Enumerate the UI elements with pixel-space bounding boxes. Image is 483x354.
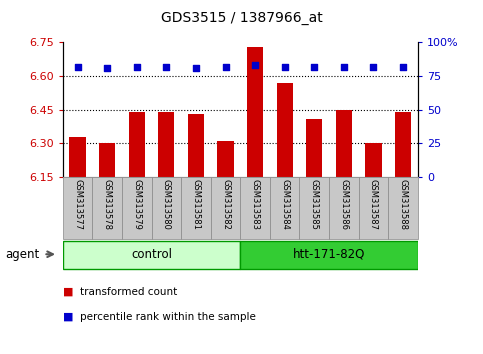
Text: htt-171-82Q: htt-171-82Q: [293, 248, 365, 261]
Bar: [241, 241, 418, 269]
Point: [311, 64, 318, 69]
Point: [369, 64, 377, 69]
Bar: [365, 143, 382, 177]
Point: [74, 64, 82, 69]
Point: [133, 64, 141, 69]
Bar: [63, 177, 92, 239]
Bar: [277, 83, 293, 177]
Bar: [336, 110, 352, 177]
Bar: [395, 112, 411, 177]
Bar: [270, 177, 299, 239]
Point: [399, 64, 407, 69]
Bar: [152, 177, 181, 239]
Bar: [247, 47, 263, 177]
Bar: [241, 177, 270, 239]
Text: ■: ■: [63, 312, 73, 322]
Point: [103, 65, 111, 71]
Bar: [122, 177, 152, 239]
Bar: [181, 177, 211, 239]
Text: GSM313585: GSM313585: [310, 179, 319, 230]
Text: GSM313581: GSM313581: [191, 179, 200, 230]
Bar: [211, 177, 241, 239]
Bar: [70, 137, 85, 177]
Bar: [358, 177, 388, 239]
Text: control: control: [131, 248, 172, 261]
Text: agent: agent: [5, 248, 39, 261]
Bar: [188, 114, 204, 177]
Bar: [388, 177, 418, 239]
Text: GSM313580: GSM313580: [162, 179, 171, 230]
Bar: [63, 241, 241, 269]
Point: [162, 64, 170, 69]
Point: [340, 64, 348, 69]
Bar: [329, 177, 358, 239]
Text: ■: ■: [63, 287, 73, 297]
Point: [222, 64, 229, 69]
Text: GSM313588: GSM313588: [398, 179, 408, 230]
Text: GSM313577: GSM313577: [73, 179, 82, 230]
Bar: [217, 141, 234, 177]
Text: percentile rank within the sample: percentile rank within the sample: [80, 312, 256, 322]
Text: transformed count: transformed count: [80, 287, 177, 297]
Text: GSM313586: GSM313586: [340, 179, 348, 230]
Bar: [306, 119, 322, 177]
Text: GSM313579: GSM313579: [132, 179, 141, 230]
Bar: [158, 112, 174, 177]
Bar: [92, 177, 122, 239]
Text: GSM313583: GSM313583: [251, 179, 259, 230]
Text: GDS3515 / 1387966_at: GDS3515 / 1387966_at: [161, 11, 322, 25]
Bar: [128, 112, 145, 177]
Point: [281, 64, 288, 69]
Text: GSM313582: GSM313582: [221, 179, 230, 230]
Text: GSM313578: GSM313578: [103, 179, 112, 230]
Text: GSM313584: GSM313584: [280, 179, 289, 230]
Point: [192, 65, 200, 71]
Text: GSM313587: GSM313587: [369, 179, 378, 230]
Bar: [299, 177, 329, 239]
Bar: [99, 143, 115, 177]
Point: [251, 63, 259, 68]
